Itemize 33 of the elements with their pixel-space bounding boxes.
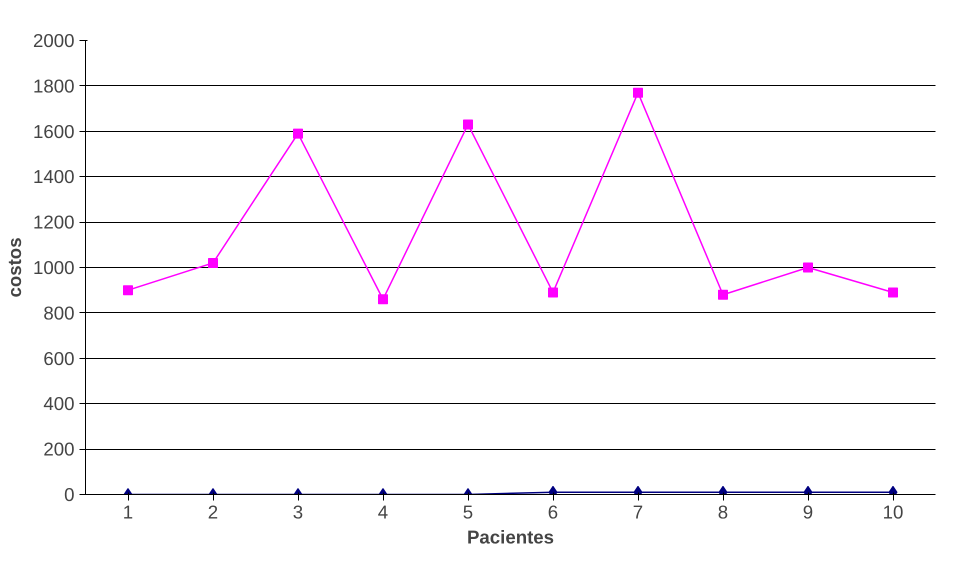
y-tick-label: 1200 [32, 212, 75, 233]
y-tick-label: 1000 [32, 257, 75, 278]
y-tick-label: 1800 [32, 75, 75, 96]
point [888, 287, 898, 298]
y-tick-label: 1400 [32, 166, 75, 188]
y-tick-label: 0 [64, 484, 75, 505]
x-tick-label: 5 [462, 502, 474, 522]
point [633, 88, 643, 98]
point [378, 294, 388, 304]
point [123, 285, 133, 296]
x-tick-label: 10 [882, 502, 904, 522]
y-tick-label: 800 [43, 302, 75, 324]
x-tick-label: 3 [292, 502, 304, 522]
x-tick-label: 8 [718, 502, 728, 522]
x-axis-title: Pacientes [466, 526, 554, 548]
x-tick-label: 2 [208, 502, 218, 522]
point [293, 128, 303, 139]
y-tick-label: 2000 [32, 30, 75, 51]
y-axis-title: costos [4, 237, 25, 298]
x-tick-label: 9 [802, 502, 814, 522]
point [463, 119, 473, 130]
point [548, 287, 558, 298]
y-tick-label: 1600 [32, 120, 75, 142]
y-tick-label: 600 [43, 348, 75, 369]
x-tick-label: 7 [632, 502, 644, 522]
x-tick-label: 1 [122, 502, 134, 522]
point [718, 290, 728, 300]
x-tick-label: 4 [378, 502, 388, 522]
x-tick-label: 6 [548, 502, 558, 522]
point [208, 258, 218, 268]
y-tick-label: 200 [43, 438, 75, 460]
y-tick-label: 400 [43, 393, 75, 414]
point [803, 262, 813, 272]
